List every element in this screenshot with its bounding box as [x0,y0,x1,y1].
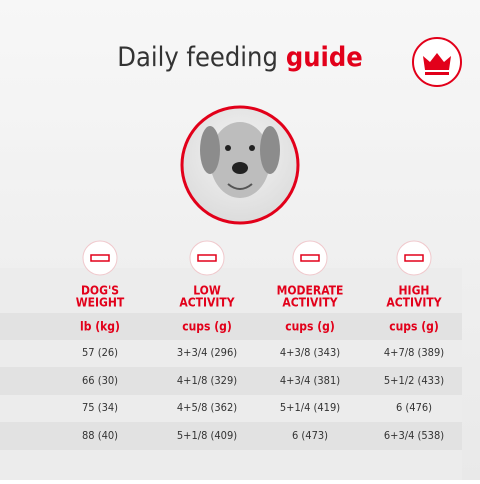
table-cell: 5+1/4 (419) [280,401,340,414]
icon-glyph [90,254,110,262]
column-icon [82,240,118,276]
column-icon [292,240,328,276]
column-header: HIGH [399,284,430,298]
feeding-table [0,268,462,480]
column-unit: cups (g) [285,320,335,334]
table-cell: 4+3/4 (381) [280,374,340,387]
row-band [0,367,462,395]
column-header: MODERATE [277,284,344,298]
table-cell: 57 (26) [82,346,118,359]
logo [412,37,462,87]
table-cell: 5+1/2 (433) [384,374,444,387]
row-band [0,422,462,450]
unit-band [0,313,462,340]
table-cell: 4+7/8 (389) [384,346,444,359]
column-header: WEIGHT [76,296,125,310]
column-icon [396,240,432,276]
table-cell: 6 (476) [396,401,432,414]
table-cell: 88 (40) [82,429,118,442]
table-cell: 6 (473) [292,429,328,442]
column-header: DOG'S [81,284,119,298]
table-cell: 66 (30) [82,374,118,387]
column-unit: lb (kg) [80,320,120,334]
icon-glyph [404,254,424,262]
title: Daily feeding guide [117,42,363,73]
table-cell: 4+3/8 (343) [280,346,340,359]
column-header: LOW [193,284,221,298]
dog-photo [180,105,300,225]
table-cell: 5+1/8 (409) [177,429,237,442]
icon-glyph [300,254,320,262]
table-cell: 3+3/4 (296) [177,346,237,359]
table-cell: 4+5/8 (362) [177,401,237,414]
icon-glyph [197,254,217,262]
table-cell: 4+1/8 (329) [177,374,237,387]
table-cell: 6+3/4 (538) [384,429,444,442]
column-unit: cups (g) [182,320,232,334]
column-header: ACTIVITY [282,296,337,310]
table-cell: 75 (34) [82,401,118,414]
column-header: ACTIVITY [179,296,234,310]
column-icon [189,240,225,276]
column-header: ACTIVITY [386,296,441,310]
column-unit: cups (g) [389,320,439,334]
